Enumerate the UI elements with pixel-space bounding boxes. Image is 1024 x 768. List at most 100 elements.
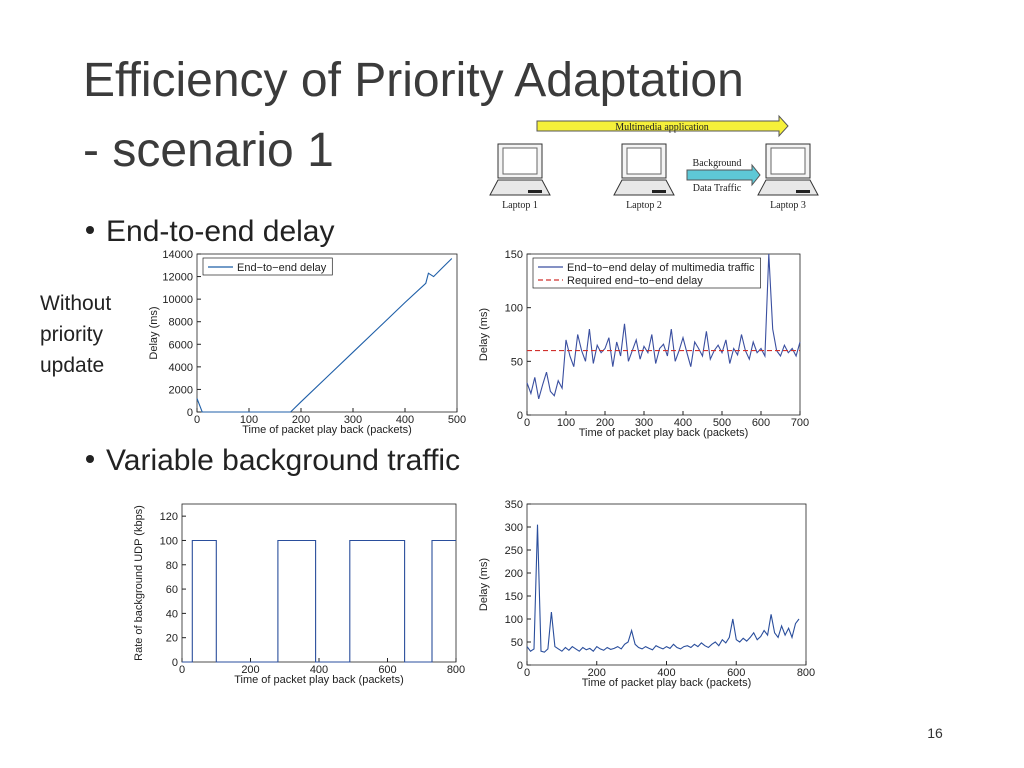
y-tick-label: 4000 xyxy=(169,362,193,374)
y-tick-label: 8000 xyxy=(169,317,193,329)
y-tick-label: 50 xyxy=(511,356,523,368)
y-tick-label: 20 xyxy=(166,633,178,645)
legend-box xyxy=(532,257,761,289)
chart: 0 200 400 600 800 0 50 100 150 200 250 300 350 Time o… xyxy=(478,499,815,689)
y-tick-label: 300 xyxy=(505,522,523,534)
x-tick-label: 500 xyxy=(448,414,466,426)
bullet-dot xyxy=(86,226,94,234)
y-tick-label: 350 xyxy=(505,499,523,511)
y-tick-label: 120 xyxy=(160,511,178,523)
x-tick-label: 200 xyxy=(588,667,606,679)
arrow xyxy=(686,163,761,187)
y-tick-label: 0 xyxy=(187,407,193,419)
x-tick-label: 400 xyxy=(310,664,328,676)
y-axis-label: Delay (ms) xyxy=(478,308,490,361)
y-tick-label: 40 xyxy=(166,608,178,620)
data-line xyxy=(182,539,456,663)
laptop-label: Laptop 1 xyxy=(502,200,538,211)
arrow-label: Multimedia application xyxy=(615,122,709,133)
x-tick-label: 700 xyxy=(791,417,809,429)
x-tick-label: 400 xyxy=(674,417,692,429)
x-axis-label: Time of packet play back (packets) xyxy=(242,424,412,436)
y-axis-label: Rate of background UDP (kbps) xyxy=(133,505,145,661)
x-tick-label: 800 xyxy=(797,667,815,679)
x-tick-label: 0 xyxy=(524,417,530,429)
plot-area xyxy=(181,503,457,663)
laptop-screen-inner xyxy=(502,147,538,175)
y-tick-label: 2000 xyxy=(169,384,193,396)
x-tick-label: 200 xyxy=(596,417,614,429)
x-tick-label: 100 xyxy=(557,417,575,429)
data-line xyxy=(526,253,801,400)
laptop-key xyxy=(796,190,810,193)
x-tick-label: 200 xyxy=(292,414,310,426)
chart: 0 200 400 600 800 0 20 40 60 80 100 120 Time of pack… xyxy=(133,503,465,686)
laptop-screen-inner xyxy=(770,147,806,175)
title: Efficiency of Priority Adaptation xyxy=(83,54,744,107)
x-tick-label: 800 xyxy=(447,664,465,676)
plot-area xyxy=(196,253,458,413)
x-axis-label: Time of packet play back (packets) xyxy=(234,674,404,686)
page-number: 16 xyxy=(927,725,943,741)
bullet: Variable background traffic xyxy=(106,444,460,477)
y-tick-label: 0 xyxy=(172,657,178,669)
arrow-label: Data Traffic xyxy=(693,183,742,194)
x-tick-label: 500 xyxy=(713,417,731,429)
laptop-label: Laptop 3 xyxy=(770,200,806,211)
y-tick-label: 60 xyxy=(166,584,178,596)
laptop-screen-inner xyxy=(626,147,662,175)
y-axis-label: Delay (ms) xyxy=(478,558,490,611)
network-diagram: Multimedia application Background Data T… xyxy=(489,114,819,211)
arrow xyxy=(536,114,789,138)
bullet-dot xyxy=(86,455,94,463)
x-tick-label: 100 xyxy=(240,414,258,426)
arrow-label: Background xyxy=(693,158,742,169)
x-tick-label: 300 xyxy=(635,417,653,429)
y-tick-label: 0 xyxy=(517,660,523,672)
plot-area xyxy=(526,503,807,666)
legend-label: Required end−to−end delay xyxy=(567,275,703,287)
y-tick-label: 100 xyxy=(505,614,523,626)
y-tick-label: 12000 xyxy=(162,272,193,284)
y-tick-label: 250 xyxy=(505,545,523,557)
title: - scenario 1 xyxy=(83,124,334,177)
y-tick-label: 150 xyxy=(505,249,523,261)
legend-box xyxy=(202,257,333,276)
chart: 0 100 200 300 400 500 0 2000 4000 6000 8000 10000 12… xyxy=(148,249,466,436)
side-label: Without priority update xyxy=(40,292,112,377)
laptop-label: Laptop 2 xyxy=(626,200,662,211)
y-tick-label: 0 xyxy=(517,410,523,422)
y-tick-label: 10000 xyxy=(162,294,193,306)
x-tick-label: 400 xyxy=(657,667,675,679)
x-tick-label: 200 xyxy=(241,664,259,676)
x-axis-label: Time of packet play back (packets) xyxy=(582,677,752,689)
x-tick-label: 600 xyxy=(752,417,770,429)
y-tick-label: 100 xyxy=(160,535,178,547)
y-tick-label: 50 xyxy=(511,637,523,649)
y-axis-label: Delay (ms) xyxy=(148,306,160,359)
x-tick-label: 600 xyxy=(727,667,745,679)
x-tick-label: 0 xyxy=(194,414,200,426)
laptop-key xyxy=(652,190,666,193)
chart: 0 100 200 300 400 500 600 700 0 50 100 150 Time of p… xyxy=(478,249,809,439)
y-tick-label: 14000 xyxy=(162,249,193,261)
y-tick-label: 200 xyxy=(505,568,523,580)
y-tick-label: 100 xyxy=(505,303,523,315)
data-line xyxy=(196,258,453,413)
laptop-key xyxy=(528,190,542,193)
x-tick-label: 400 xyxy=(396,414,414,426)
legend-label: End−to−end delay xyxy=(237,262,327,274)
x-tick-label: 0 xyxy=(524,667,530,679)
bullet: End-to-end delay xyxy=(106,215,335,248)
data-line xyxy=(526,524,800,653)
x-tick-label: 600 xyxy=(378,664,396,676)
legend-label: End−to−end delay of multimedia traffic xyxy=(567,262,755,274)
x-axis-label: Time of packet play back (packets) xyxy=(579,427,749,439)
y-tick-label: 6000 xyxy=(169,339,193,351)
y-tick-label: 150 xyxy=(505,591,523,603)
x-tick-label: 0 xyxy=(179,664,185,676)
x-tick-label: 300 xyxy=(344,414,362,426)
y-tick-label: 80 xyxy=(166,560,178,572)
